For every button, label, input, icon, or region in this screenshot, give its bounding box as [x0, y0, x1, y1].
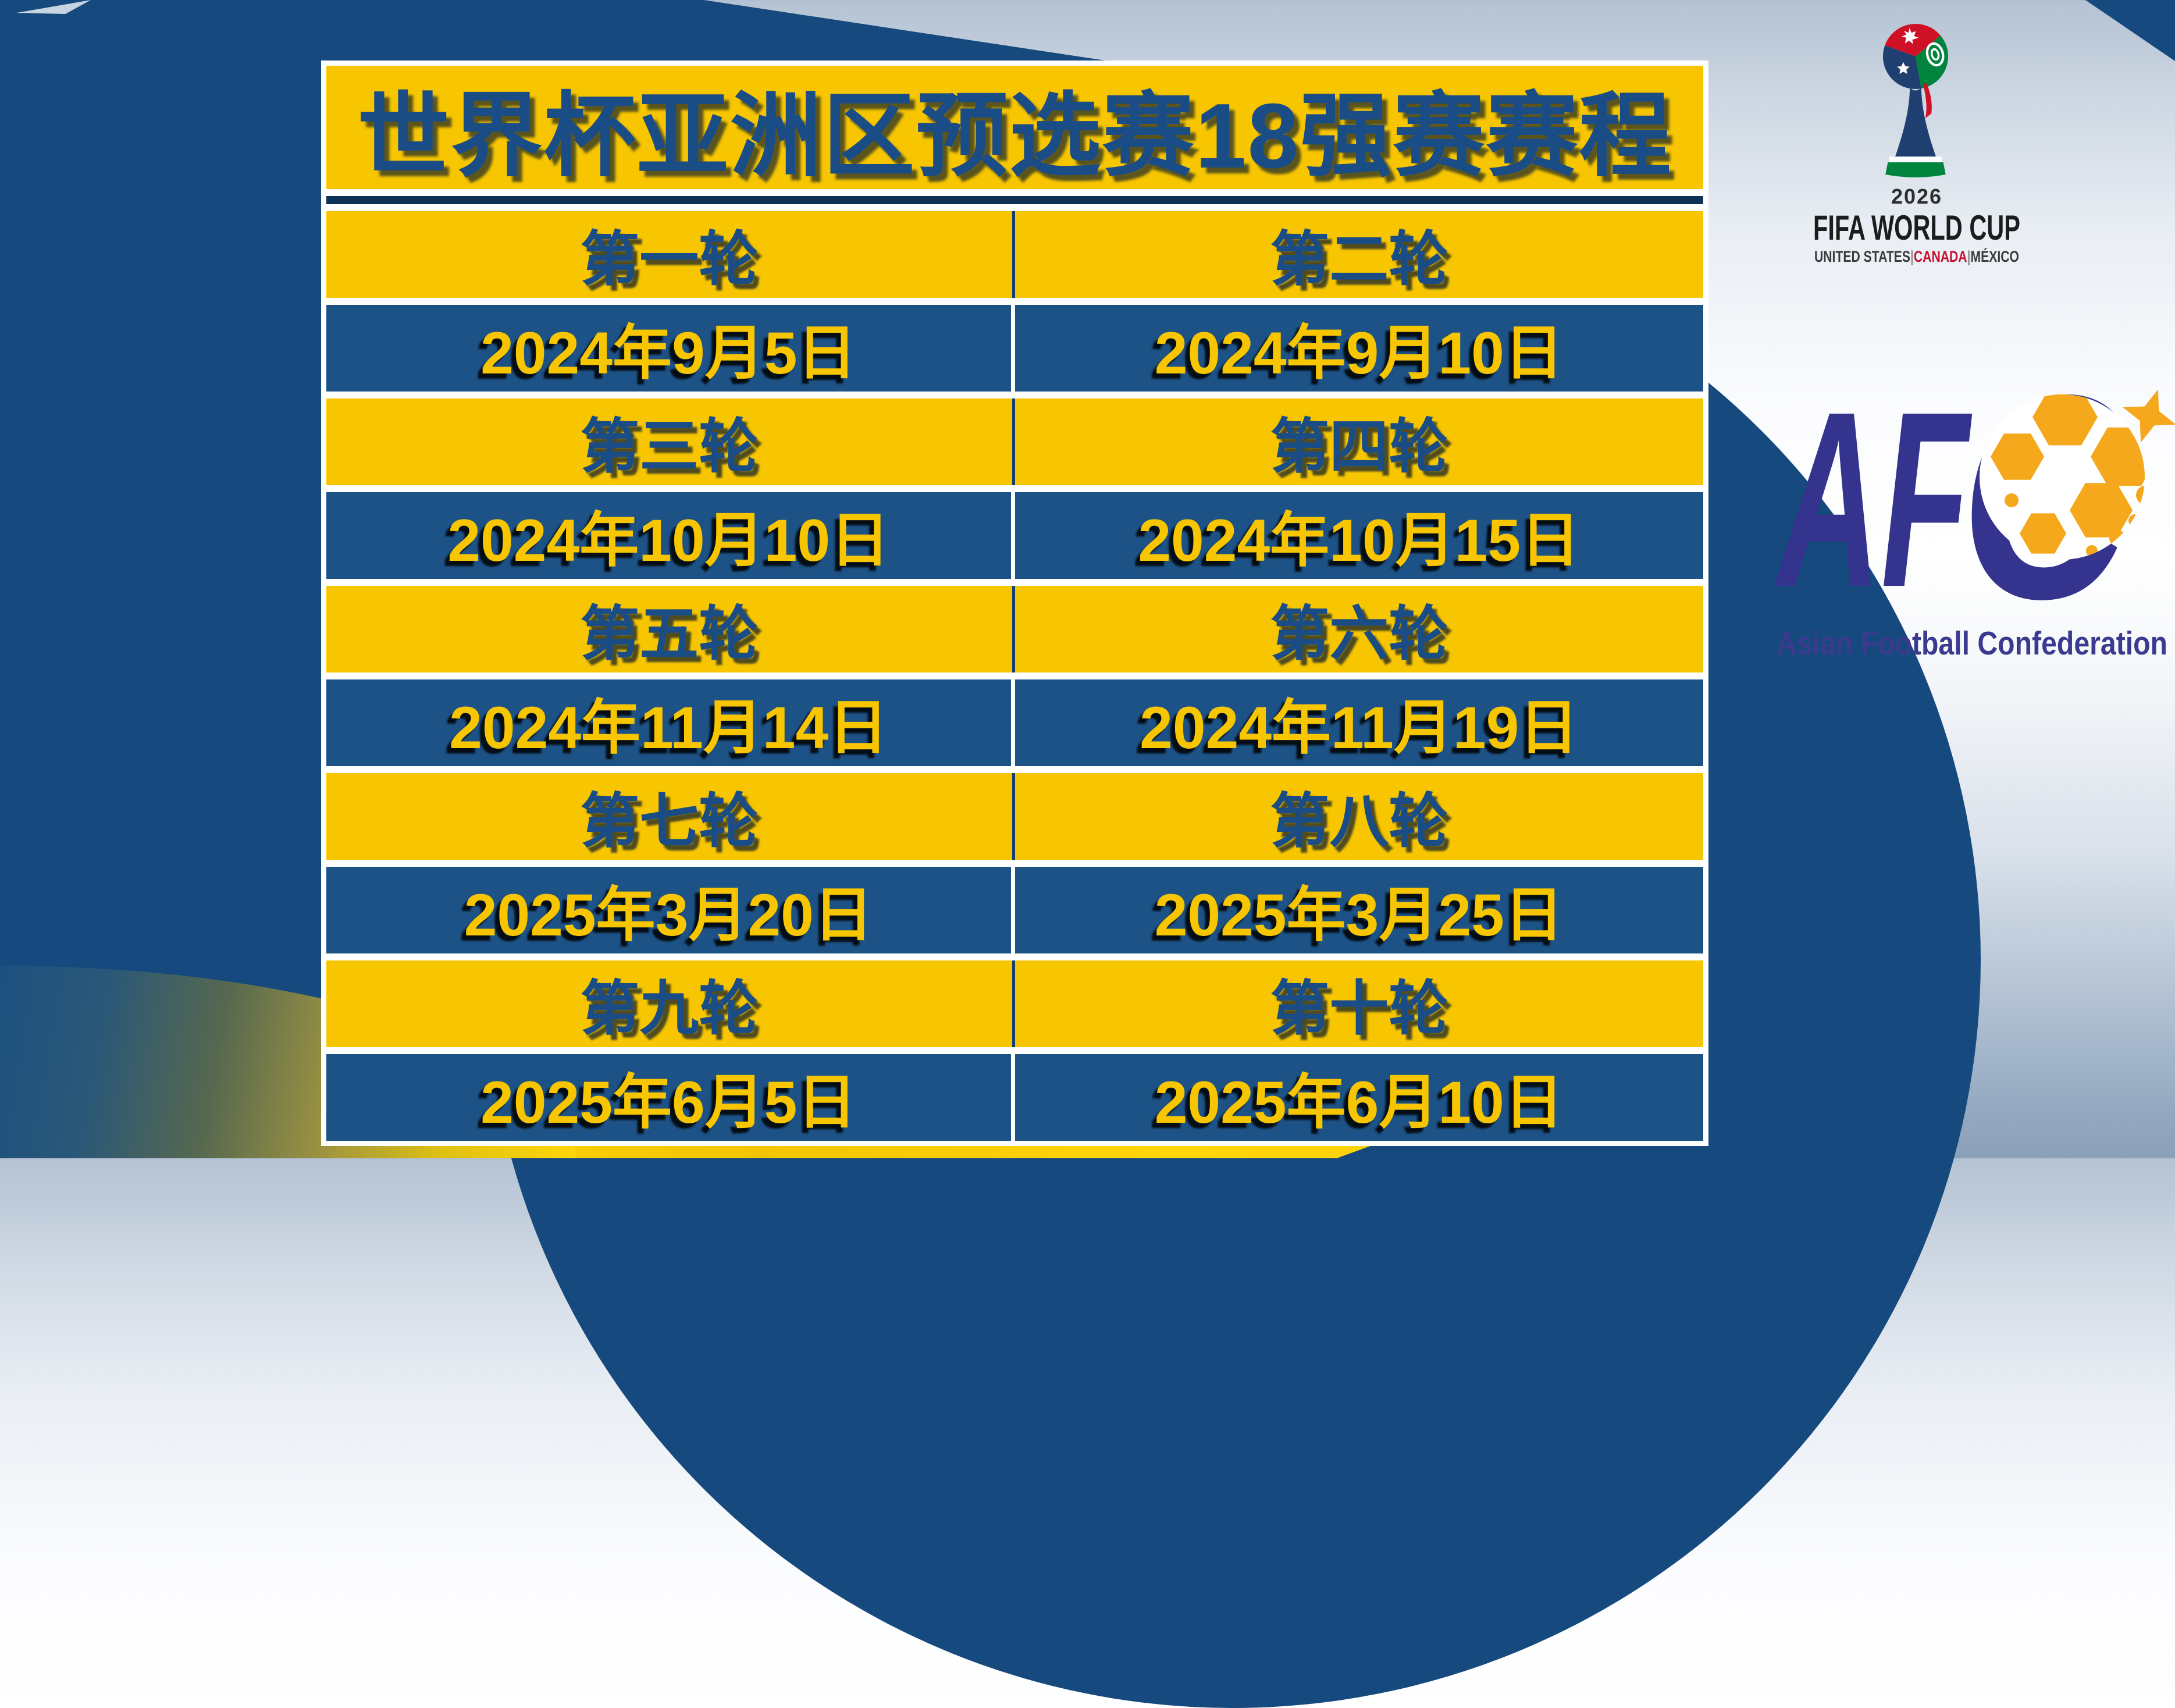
sparkle-icon [2123, 389, 2175, 443]
date-cell: 2025年3月25日 [1154, 882, 1564, 948]
trophy-graphic [1882, 23, 1949, 177]
fifa-world-cup-2026-logo: 2026 FIFA WORLD CUP UNITED STATES|CANADA… [1812, 7, 2027, 280]
trophy-red-segment [1885, 23, 1941, 56]
fifa-hosts-label: UNITED STATES|CANADA|MÉXICO [1814, 247, 2019, 265]
date-cell: 2024年11月14日 [326, 679, 1015, 766]
schedule-table: 世界杯亚洲区预选赛18强赛赛程 第一轮 第二轮 2024年9月5日 2024年9… [321, 61, 1708, 1146]
round-cell: 第八轮 [1270, 788, 1448, 855]
trophy-white-band [1889, 156, 1942, 162]
table-row-round-9-10: 第九轮 第十轮 [326, 960, 1703, 1047]
page-title: 世界杯亚洲区预选赛18强赛赛程 [326, 66, 1703, 189]
date-cell: 2024年11月19日 [1140, 695, 1579, 761]
trophy-red-sliver [1923, 82, 1932, 119]
round-cell: 第六轮 [1270, 601, 1448, 667]
table-row-date-7-8: 2025年3月20日 2025年3月25日 [326, 867, 1703, 953]
trophy-green-base [1885, 162, 1946, 177]
table-row-date-1-2: 2024年9月5日 2024年9月10日 [326, 305, 1703, 392]
round-cell: 第五轮 [326, 586, 1015, 672]
afc-globe-patches [1991, 394, 2145, 557]
table-row-date-5-6: 2024年11月14日 2024年11月19日 [326, 679, 1703, 766]
round-cell: 第二轮 [1270, 226, 1448, 293]
date-cell: 2024年9月10日 [1154, 320, 1564, 386]
round-cell: 第三轮 [326, 398, 1015, 485]
maple-leaf-icon [1902, 28, 1919, 44]
fifa-trophy-icon: 2026 FIFA WORLD CUP UNITED STATES|CANADA… [1813, 23, 2020, 265]
fifa-year-label: 2026 [1891, 184, 1942, 208]
table-row-round-7-8: 第七轮 第八轮 [326, 773, 1703, 860]
star-icon [1897, 62, 1910, 74]
title-divider-rule [326, 196, 1703, 204]
round-cell: 第十轮 [1270, 976, 1448, 1042]
round-cell: 第九轮 [326, 960, 1015, 1047]
afc-name-label: Asian Football Confederation [1777, 625, 2167, 662]
host-canada: CANADA [1914, 248, 1967, 265]
table-row-round-3-4: 第三轮 第四轮 [326, 398, 1703, 485]
date-cell: 2025年6月5日 [326, 1054, 1015, 1141]
round-cell: 第一轮 [326, 211, 1015, 298]
table-row-round-5-6: 第五轮 第六轮 [326, 586, 1703, 672]
date-cell: 2024年10月15日 [1138, 507, 1580, 574]
date-cell: 2025年3月20日 [326, 867, 1015, 953]
date-cell: 2024年10月10日 [326, 492, 1015, 579]
round-cell: 第四轮 [1270, 414, 1448, 480]
table-row-date-9-10: 2025年6月5日 2025年6月10日 [326, 1054, 1703, 1141]
date-cell: 2025年6月10日 [1154, 1069, 1564, 1136]
fifa-title-label: FIFA WORLD CUP [1813, 208, 2020, 247]
round-cell: 第七轮 [326, 773, 1015, 860]
trophy-stem [1895, 87, 1936, 157]
host-united-states: UNITED STATES [1814, 248, 1910, 265]
afc-logo: AF C Asian Football Confederation [1768, 334, 2175, 672]
afc-letters-af: AF [1772, 381, 1973, 639]
rings-icon [1925, 42, 1945, 67]
afc-logo-graphic: AF C Asian Football Confederation [1772, 334, 2175, 662]
host-mexico: MÉXICO [1971, 247, 2019, 265]
host-separator: | [1910, 248, 1914, 265]
table-row-round-1-2: 第一轮 第二轮 [326, 211, 1703, 298]
date-cell: 2024年9月5日 [326, 305, 1015, 392]
table-row-date-3-4: 2024年10月10日 2024年10月15日 [326, 492, 1703, 579]
host-separator: | [1967, 248, 1971, 265]
